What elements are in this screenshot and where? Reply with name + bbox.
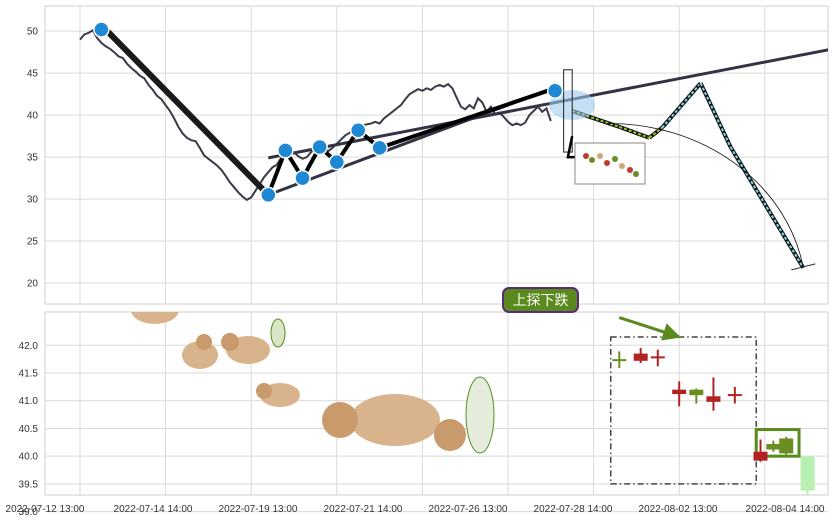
upper-y-tick-label: 20 bbox=[27, 279, 39, 290]
zigzag-marker bbox=[294, 169, 311, 187]
zigzag-marker bbox=[371, 139, 388, 157]
candle-body bbox=[672, 389, 687, 395]
projection-segment bbox=[699, 82, 732, 148]
upper-y-tick-label: 45 bbox=[27, 69, 39, 80]
projection-segment bbox=[571, 109, 620, 128]
upper-panel: 50 45 40 35 30 25 20 bbox=[27, 5, 829, 305]
x-tick-label: 2022-07-21 14:00 bbox=[324, 504, 403, 515]
zigzag-marker bbox=[93, 21, 110, 38]
x-tick-label: 2022-07-14 14:00 bbox=[114, 504, 193, 515]
thumbnail-inset bbox=[574, 142, 646, 185]
x-tick-label: 2022-07-12 13:00 bbox=[6, 504, 85, 515]
upper-y-tick-label: 35 bbox=[27, 153, 39, 164]
candle-body bbox=[800, 456, 815, 491]
pattern-label-box bbox=[502, 287, 579, 313]
lower-y-axis: 42.0 41.5 41.0 40.5 40.0 39.5 39.0 bbox=[19, 341, 39, 518]
upper-plot-frame bbox=[44, 5, 829, 305]
thumbnail-frame bbox=[574, 142, 646, 185]
candle-body bbox=[727, 394, 742, 397]
projection-group bbox=[571, 81, 816, 271]
candle-body bbox=[779, 438, 794, 454]
lower-y-tick-label: 42.0 bbox=[19, 341, 39, 352]
annotation-arrow bbox=[618, 316, 681, 341]
candle-body bbox=[633, 353, 648, 361]
x-tick-label: 2022-07-19 13:00 bbox=[219, 504, 298, 515]
dog-sticker-2 bbox=[182, 334, 218, 369]
x-tick-label: 2022-08-04 14:00 bbox=[746, 504, 825, 515]
lower-y-tick-label: 40.5 bbox=[19, 424, 39, 435]
candles bbox=[612, 348, 815, 495]
thumbnail-flowers bbox=[583, 153, 639, 177]
x-tick-label: 2022-08-02 13:00 bbox=[639, 504, 718, 515]
dog-sticker-3 bbox=[221, 318, 286, 364]
dog-sticker-1 bbox=[131, 312, 179, 324]
candle-body bbox=[766, 443, 781, 450]
x-tick-label: 2022-07-26 13:00 bbox=[429, 504, 508, 515]
lower-y-tick-label: 39.0 bbox=[19, 507, 39, 518]
dog-stickers bbox=[131, 312, 495, 454]
zigzag-marker bbox=[349, 121, 367, 139]
candle-body bbox=[706, 396, 721, 402]
zigzag-markers bbox=[93, 21, 564, 204]
lower-y-tick-label: 41.0 bbox=[19, 396, 39, 407]
upper-grid bbox=[45, 6, 828, 304]
candle-body bbox=[689, 389, 704, 396]
pattern-label-text: 上探下跌 bbox=[513, 293, 569, 309]
upper-y-axis: 50 45 40 35 30 25 20 bbox=[27, 27, 39, 290]
candle-body bbox=[753, 451, 768, 461]
x-tick-label: 2022-07-28 14:00 bbox=[534, 504, 613, 515]
projection-outline bbox=[660, 81, 703, 130]
trendline-1 bbox=[103, 27, 271, 198]
upper-y-tick-label: 25 bbox=[27, 237, 39, 248]
lower-y-tick-label: 40.0 bbox=[19, 452, 39, 463]
zigzag-marker bbox=[311, 138, 328, 156]
zigzag-marker bbox=[328, 153, 346, 171]
dog-sticker-4 bbox=[256, 383, 300, 407]
lower-plot-frame bbox=[44, 311, 829, 496]
lower-y-tick-label: 39.5 bbox=[19, 479, 39, 490]
zigzag-marker bbox=[260, 186, 277, 204]
lower-y-tick-label: 41.5 bbox=[19, 369, 39, 380]
zigzag-marker bbox=[277, 142, 294, 159]
dog-sticker-5 bbox=[322, 376, 495, 454]
pattern-label: 上探下跌 bbox=[502, 287, 579, 313]
candle-body bbox=[650, 356, 665, 359]
pattern-box-1 bbox=[609, 336, 757, 485]
projection-segment bbox=[729, 146, 805, 269]
x-axis: 2022-07-12 13:00 2022-07-14 14:00 2022-07-… bbox=[6, 504, 825, 515]
candle-body bbox=[612, 359, 627, 362]
projection-arc bbox=[606, 123, 804, 268]
projection-segment bbox=[648, 126, 663, 139]
lower-panel: 42.0 41.5 41.0 40.5 40.0 39.5 39.0 bbox=[6, 287, 829, 518]
pattern-box-2 bbox=[754, 428, 801, 458]
pattern-boxes bbox=[609, 336, 801, 485]
upper-y-tick-label: 50 bbox=[27, 27, 39, 38]
zigzag-marker bbox=[546, 82, 564, 100]
upper-y-tick-label: 40 bbox=[27, 111, 39, 122]
projection-segment bbox=[618, 125, 650, 139]
upper-y-tick-label: 30 bbox=[27, 195, 39, 206]
